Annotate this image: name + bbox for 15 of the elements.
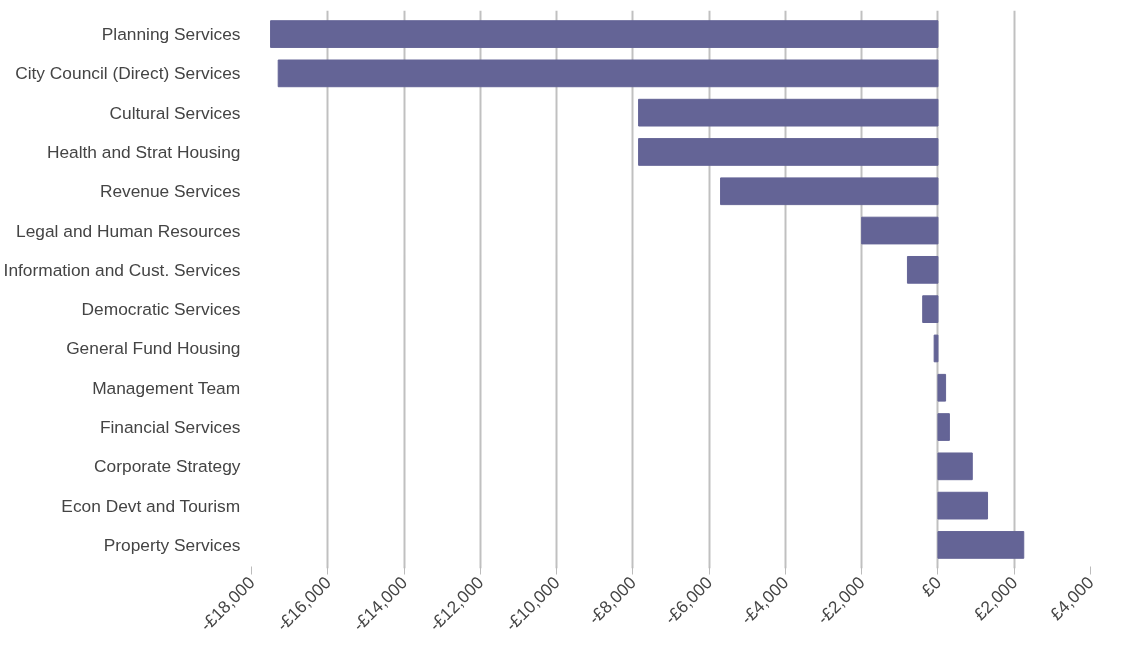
- y-tick-label: Information and Cust. Services: [3, 259, 241, 280]
- y-tick-label: Property Services: [103, 534, 241, 555]
- y-tick-label: Financial Services: [99, 417, 241, 438]
- x-tick-label: £0: [917, 572, 946, 601]
- y-tick-label: City Council (Direct) Services: [15, 63, 241, 84]
- y-tick-label: Management Team: [92, 377, 241, 398]
- y-tick-label: Legal and Human Resources: [16, 220, 241, 241]
- y-tick-label: Corporate Strategy: [94, 456, 241, 477]
- y-tick-label: Democratic Services: [81, 299, 241, 320]
- y-tick-label: Econ Devt and Tourism: [61, 495, 241, 516]
- y-tick-label: General Fund Housing: [66, 338, 241, 359]
- y-tick-label: Planning Services: [101, 24, 241, 45]
- y-tick-label: Health and Strat Housing: [46, 141, 241, 162]
- y-tick-label: Revenue Services: [99, 181, 241, 202]
- y-tick-label: Cultural Services: [109, 102, 241, 123]
